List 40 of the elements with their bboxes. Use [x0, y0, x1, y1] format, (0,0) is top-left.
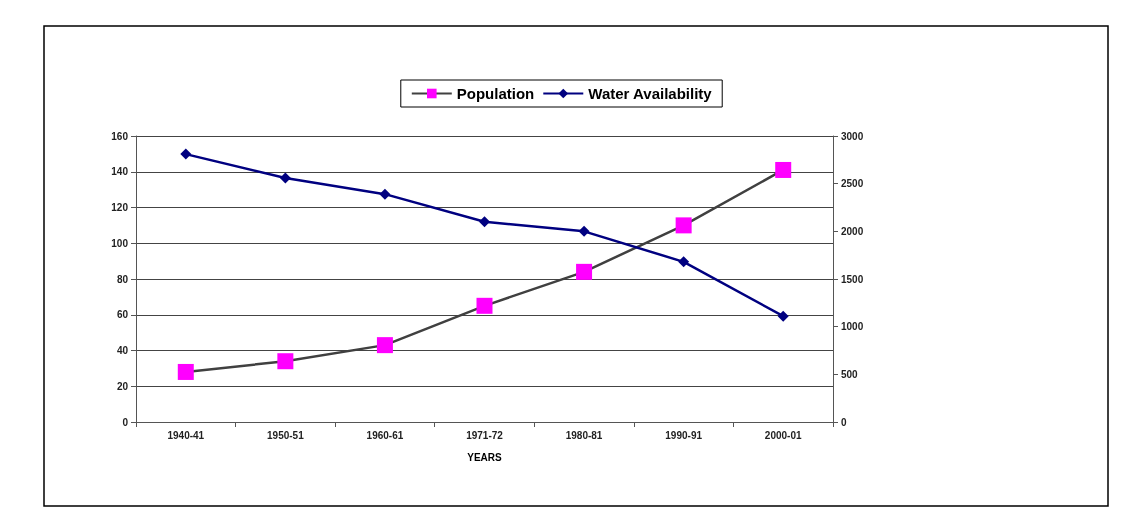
y2-tick-label: 1500 [841, 273, 864, 285]
y2-tick-label: 1000 [841, 321, 864, 333]
x-axis-title: YEARS [467, 451, 503, 463]
y2-tick-label: 3000 [841, 130, 864, 142]
x-tick-label: 1950-51 [267, 429, 305, 441]
x-tick-label: 1980-81 [565, 429, 603, 441]
point [277, 353, 294, 370]
legend-label: Water Availability [588, 85, 713, 102]
y-tick-label: 0 [122, 416, 129, 428]
x-tick-label: 1971-72 [466, 429, 504, 441]
x-tick-label: 1960-61 [366, 429, 404, 441]
y-tick-label: 160 [111, 130, 129, 142]
y2-tick-label: 2500 [841, 178, 864, 190]
y-tick-label: 140 [111, 166, 129, 178]
point [180, 148, 192, 160]
x-tick-label: 2000-01 [764, 429, 802, 441]
x-tick-label: 1990-91 [665, 429, 703, 441]
y-tick-label: 60 [116, 309, 129, 321]
point [675, 217, 692, 234]
x-tick-label: 1940-41 [167, 429, 205, 441]
point [678, 256, 690, 268]
y2-tick-label: 2000 [841, 225, 864, 237]
y-tick-label: 20 [116, 380, 129, 392]
point [379, 188, 391, 200]
legend-label: Population [456, 85, 535, 102]
y2-tick-label: 500 [841, 368, 859, 380]
y-tick-label: 40 [116, 345, 129, 356]
y-tick-label: 100 [111, 237, 129, 249]
point [775, 161, 792, 178]
point [476, 297, 493, 314]
point [578, 225, 590, 237]
point [777, 310, 789, 322]
point [576, 263, 593, 280]
point [177, 363, 194, 380]
point [376, 337, 393, 354]
y2-tick-label: 0 [841, 416, 847, 428]
point [279, 172, 291, 184]
point [479, 216, 490, 228]
y-tick-label: 80 [116, 273, 129, 285]
y-tick-label: 120 [111, 202, 129, 213]
